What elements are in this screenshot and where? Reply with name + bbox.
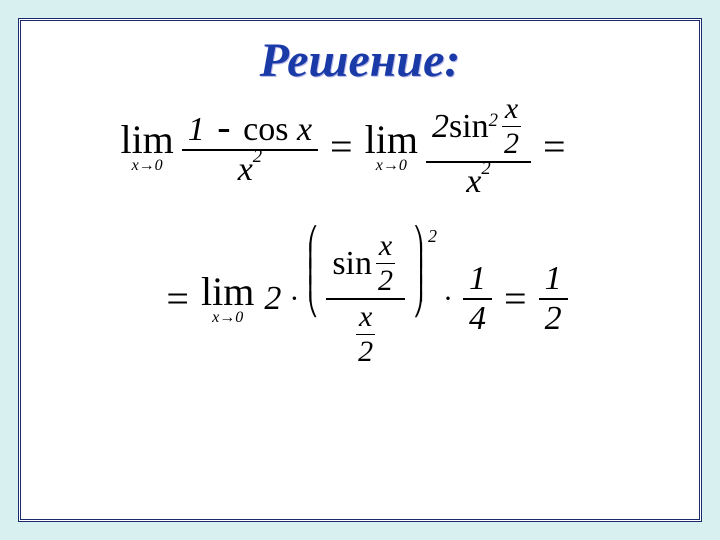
- frac-den: 2: [376, 266, 395, 296]
- lim-sub: x→0: [376, 158, 407, 174]
- coef-2: 2: [432, 110, 449, 144]
- minus-op: -: [217, 104, 230, 149]
- sin-fn: sin: [332, 247, 372, 281]
- frac-den: x2: [460, 165, 496, 199]
- math-area: lim x→0 1 - cos x x2 = lim: [45, 94, 675, 369]
- cos-fn: cos: [243, 111, 288, 148]
- exp-2: 2: [428, 227, 437, 245]
- lim-word: lim: [120, 120, 173, 160]
- frac-num: x: [377, 231, 394, 261]
- cdot-op: ·: [443, 284, 453, 314]
- limit-2: lim x→0: [365, 120, 418, 174]
- coef-2: 2: [264, 282, 281, 316]
- paren-content: sin x 2 x: [318, 229, 413, 369]
- equals-op: =: [504, 279, 527, 319]
- frac-num: 1 - cos x: [182, 107, 318, 147]
- frac-sin-over-x2: sin x 2 x: [326, 231, 405, 367]
- frac-x-over-2: x 2: [502, 94, 521, 159]
- one: 1: [188, 111, 205, 148]
- lim-word: lim: [201, 272, 254, 312]
- content-frame: Решение: lim x→0 1 - cos x x2: [18, 18, 702, 522]
- frac-1-4: 1 4: [463, 262, 492, 336]
- equation-line-2: = lim x→0 2 · ⎛⎜⎜⎜⎝ sin: [55, 229, 675, 369]
- exp-2: 2: [489, 112, 498, 131]
- sin-fn: sin: [449, 110, 489, 144]
- exp-2: 2: [481, 158, 490, 179]
- frac-den: 2: [356, 337, 375, 367]
- equals-op: =: [330, 127, 353, 167]
- frac-1-2: 1 2: [539, 262, 568, 336]
- limit-3: lim x→0: [201, 272, 254, 326]
- frac-den: 4: [463, 302, 492, 336]
- frac-den: 2: [502, 129, 521, 159]
- frac-x-over-2: x 2: [356, 302, 375, 367]
- frac-num: x: [357, 302, 374, 332]
- equation-line-1: lim x→0 1 - cos x x2 = lim: [15, 94, 675, 199]
- cdot-op: ·: [289, 284, 299, 314]
- var-x: x: [297, 111, 312, 148]
- frac-num: 1: [463, 262, 492, 296]
- frac-den: x 2: [346, 302, 385, 367]
- equals-op: =: [166, 279, 189, 319]
- equals-op: =: [543, 127, 566, 167]
- frac-num: 2sin2 x 2: [426, 94, 531, 159]
- frac-den: 2: [539, 302, 568, 336]
- frac-num: 1: [539, 262, 568, 296]
- frac-num: sin x 2: [326, 231, 405, 296]
- lim-word: lim: [365, 120, 418, 160]
- squared-group: ⎛⎜⎜⎜⎝ sin x 2: [305, 229, 437, 369]
- page-background: Решение: lim x→0 1 - cos x x2: [0, 0, 720, 540]
- var-x: x: [466, 163, 481, 200]
- frac-2sin2-over-x2: 2sin2 x 2 x2: [426, 94, 531, 199]
- var-x: x: [238, 151, 253, 188]
- frac-num: x: [503, 94, 520, 124]
- frac-den: x2: [232, 153, 268, 187]
- title: Решение:: [45, 33, 675, 88]
- paren-left-icon: ⎛⎜⎜⎜⎝: [307, 229, 318, 369]
- frac-x-over-2: x 2: [376, 231, 395, 296]
- lim-sub: x→0: [132, 158, 163, 174]
- limit-1: lim x→0: [120, 120, 173, 174]
- big-parenthesis: ⎛⎜⎜⎜⎝ sin x 2: [307, 229, 424, 369]
- lim-sub: x→0: [212, 310, 243, 326]
- frac-1-cosx-over-x2: 1 - cos x x2: [182, 107, 318, 187]
- exp-2: 2: [253, 146, 262, 167]
- paren-right-icon: ⎞⎟⎟⎟⎠: [413, 229, 424, 369]
